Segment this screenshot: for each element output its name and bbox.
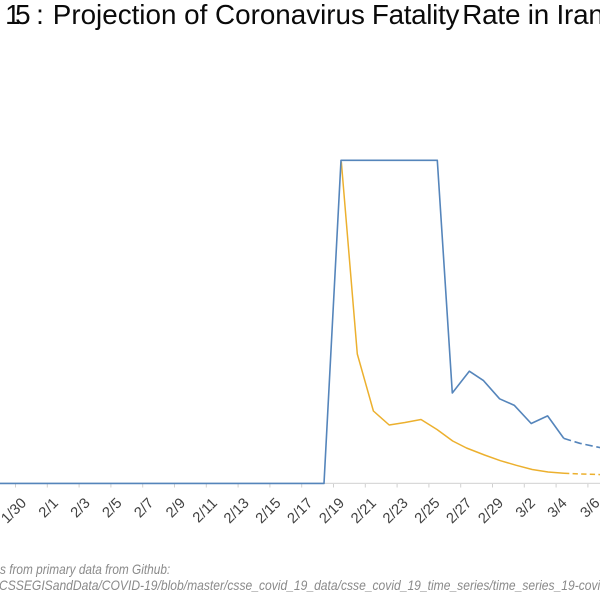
svg-text:2/7: 2/7 bbox=[131, 495, 157, 521]
svg-text:3/4: 3/4 bbox=[545, 495, 571, 521]
svg-text:2/27: 2/27 bbox=[444, 495, 476, 527]
svg-text:2/13: 2/13 bbox=[221, 495, 253, 527]
svg-text:2/25: 2/25 bbox=[412, 495, 444, 527]
svg-text:2/21: 2/21 bbox=[348, 495, 380, 527]
svg-text:1/30: 1/30 bbox=[0, 495, 30, 527]
svg-text:2/23: 2/23 bbox=[380, 495, 412, 527]
svg-text:2/15: 2/15 bbox=[253, 495, 285, 527]
svg-text:3/2: 3/2 bbox=[513, 495, 539, 521]
svg-text:2/5: 2/5 bbox=[100, 495, 126, 521]
svg-text:2/29: 2/29 bbox=[475, 495, 507, 527]
svg-text:2/19: 2/19 bbox=[316, 495, 348, 527]
svg-text:2/1: 2/1 bbox=[36, 495, 62, 521]
svg-text:2/17: 2/17 bbox=[285, 495, 317, 527]
svg-text:2/9: 2/9 bbox=[163, 495, 189, 521]
svg-text:2/11: 2/11 bbox=[190, 495, 221, 526]
svg-text:2/3: 2/3 bbox=[68, 495, 94, 521]
svg-text:3/6: 3/6 bbox=[578, 495, 600, 521]
